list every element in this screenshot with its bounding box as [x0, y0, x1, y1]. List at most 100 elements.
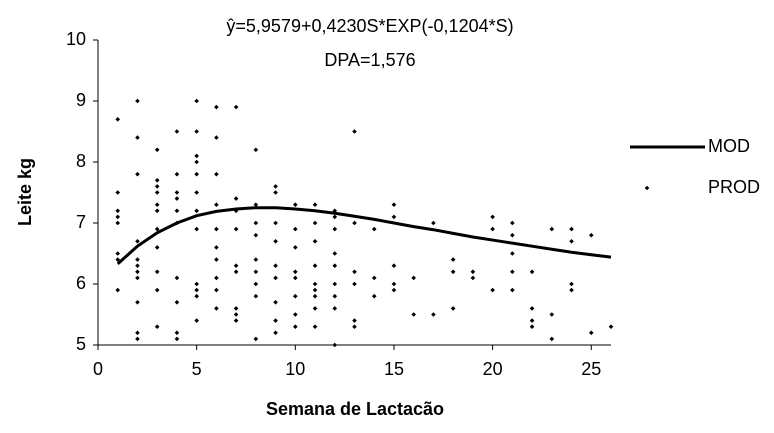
data-point	[233, 269, 239, 275]
data-point	[312, 220, 318, 226]
data-point	[510, 232, 515, 238]
data-point	[273, 318, 278, 323]
data-point	[214, 306, 219, 311]
data-point	[371, 226, 377, 232]
data-point	[253, 232, 259, 238]
x-tick-label: 10	[285, 359, 305, 379]
y-tick-label: 6	[76, 273, 86, 293]
data-point	[174, 190, 180, 195]
data-point	[135, 135, 140, 140]
data-point	[332, 208, 338, 214]
data-point	[194, 293, 199, 299]
legend-label: PROD	[708, 177, 760, 197]
data-point	[332, 226, 338, 232]
data-point	[312, 281, 318, 287]
data-point	[352, 129, 357, 134]
data-point	[529, 318, 535, 323]
data-point	[214, 171, 219, 177]
data-point	[253, 220, 259, 226]
data-point	[135, 263, 140, 268]
data-point	[253, 336, 259, 342]
data-point	[174, 196, 180, 201]
data-point	[312, 287, 318, 293]
y-axis-label: Leite kg	[15, 158, 35, 226]
data-point	[293, 226, 298, 232]
data-point	[391, 214, 397, 220]
data-point	[273, 220, 278, 226]
data-point	[194, 171, 199, 177]
data-point	[174, 275, 180, 281]
data-point	[115, 251, 121, 256]
data-point	[174, 300, 180, 305]
data-point	[332, 214, 338, 220]
data-point	[569, 239, 574, 244]
data-point	[293, 293, 298, 299]
data-point	[154, 184, 160, 189]
data-point	[135, 275, 140, 281]
data-point	[588, 232, 594, 238]
data-point	[174, 171, 180, 177]
data-point	[608, 324, 614, 329]
data-point	[332, 281, 338, 287]
data-point	[233, 263, 239, 268]
data-point	[174, 330, 180, 336]
legend-swatch	[644, 185, 650, 191]
data-point	[194, 281, 199, 287]
data-point	[135, 239, 140, 244]
data-point	[214, 104, 219, 110]
data-point	[135, 330, 140, 336]
data-point	[154, 190, 160, 195]
data-point	[371, 293, 377, 299]
data-point	[312, 324, 318, 329]
data-point	[194, 159, 199, 165]
y-tick-label: 9	[76, 90, 86, 110]
data-point	[174, 336, 180, 342]
y-tick-label: 8	[76, 151, 86, 171]
data-point	[549, 312, 555, 317]
data-point	[293, 269, 298, 275]
data-point	[115, 117, 121, 122]
data-point	[273, 184, 278, 189]
data-point	[332, 251, 338, 256]
data-point	[510, 287, 515, 293]
data-point	[194, 208, 199, 214]
data-point	[194, 98, 199, 104]
data-point	[194, 287, 199, 293]
data-point	[529, 269, 535, 275]
data-point	[214, 135, 219, 140]
data-point	[154, 147, 160, 153]
data-point	[214, 245, 219, 250]
data-point	[154, 324, 160, 329]
data-point	[135, 98, 140, 104]
x-tick-label: 20	[483, 359, 503, 379]
data-point	[450, 257, 456, 262]
data-point	[529, 306, 535, 311]
data-point	[470, 269, 476, 275]
data-point	[194, 190, 199, 195]
data-point	[253, 257, 259, 262]
data-point	[194, 318, 199, 323]
data-point	[115, 190, 121, 195]
data-point	[214, 226, 219, 232]
y-tick-label: 10	[66, 29, 86, 49]
data-point	[549, 226, 555, 232]
data-point	[352, 324, 357, 329]
data-point	[569, 287, 574, 293]
data-point	[273, 330, 278, 336]
data-point	[233, 226, 239, 232]
data-point	[293, 245, 298, 250]
data-point	[450, 269, 456, 275]
data-point	[154, 287, 160, 293]
data-point	[233, 104, 239, 110]
data-point	[510, 251, 515, 256]
data-point	[352, 281, 357, 287]
data-point	[214, 202, 219, 207]
data-point	[293, 202, 298, 207]
data-point	[510, 269, 515, 275]
data-point	[194, 153, 199, 159]
data-point	[115, 208, 121, 214]
data-point	[214, 287, 219, 293]
data-point	[411, 275, 416, 281]
data-point	[154, 208, 160, 214]
data-point	[549, 336, 555, 342]
